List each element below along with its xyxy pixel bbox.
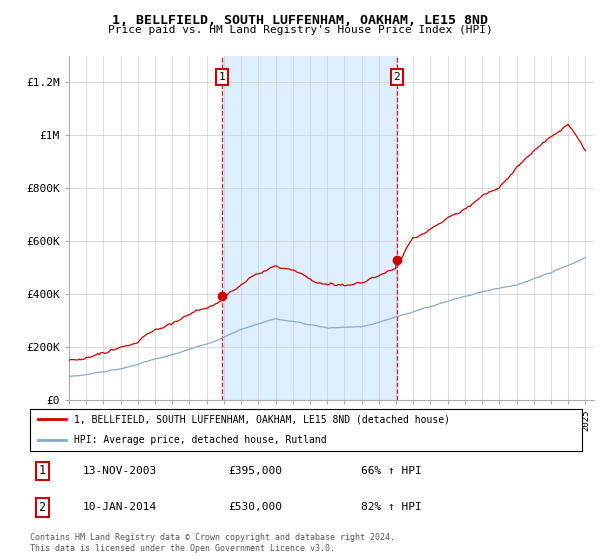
Text: 10-JAN-2014: 10-JAN-2014 <box>82 502 157 512</box>
Text: £395,000: £395,000 <box>229 466 283 476</box>
Text: £530,000: £530,000 <box>229 502 283 512</box>
Text: 2: 2 <box>394 72 400 82</box>
Text: HPI: Average price, detached house, Rutland: HPI: Average price, detached house, Rutl… <box>74 435 327 445</box>
Text: 1, BELLFIELD, SOUTH LUFFENHAM, OAKHAM, LE15 8ND (detached house): 1, BELLFIELD, SOUTH LUFFENHAM, OAKHAM, L… <box>74 414 450 424</box>
Text: 82% ↑ HPI: 82% ↑ HPI <box>361 502 422 512</box>
Text: 1, BELLFIELD, SOUTH LUFFENHAM, OAKHAM, LE15 8ND: 1, BELLFIELD, SOUTH LUFFENHAM, OAKHAM, L… <box>112 14 488 27</box>
Text: 1: 1 <box>218 72 225 82</box>
Text: Contains HM Land Registry data © Crown copyright and database right 2024.
This d: Contains HM Land Registry data © Crown c… <box>30 533 395 553</box>
Text: 66% ↑ HPI: 66% ↑ HPI <box>361 466 422 476</box>
Bar <box>222 56 397 400</box>
Text: 1: 1 <box>38 464 46 478</box>
Text: 2: 2 <box>38 501 46 514</box>
Text: 13-NOV-2003: 13-NOV-2003 <box>82 466 157 476</box>
Text: Price paid vs. HM Land Registry's House Price Index (HPI): Price paid vs. HM Land Registry's House … <box>107 25 493 35</box>
